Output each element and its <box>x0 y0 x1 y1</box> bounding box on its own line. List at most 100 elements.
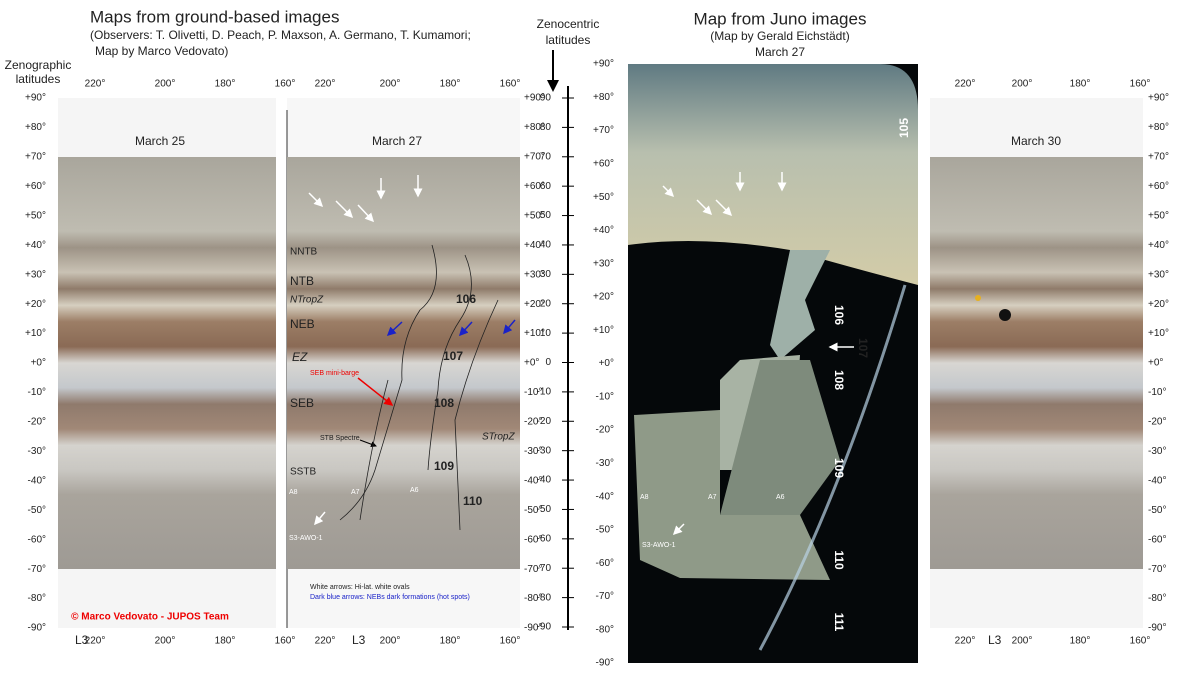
latitude-label: +10° <box>1148 328 1169 339</box>
legend-entry: Dark blue arrows: NEBs dark formations (… <box>310 594 470 601</box>
latitude-label: +70° <box>593 125 614 136</box>
latitude-label: -30° <box>28 446 46 457</box>
juno-strip <box>634 410 830 580</box>
latitude-label: +20° <box>593 292 614 303</box>
tick-label: 50 <box>540 210 552 221</box>
latitude-label: +30° <box>593 258 614 269</box>
latitude-label: -60° <box>28 534 46 545</box>
juno-north <box>628 64 918 285</box>
latitude-label: -50° <box>28 505 46 516</box>
tick-label: -10 <box>537 387 552 398</box>
tick-label: 30 <box>540 269 552 280</box>
date: March 30 <box>1011 134 1061 148</box>
latitude-label: -10° <box>524 387 542 398</box>
tick-label: -60 <box>537 533 552 544</box>
latitude-label: +70° <box>524 152 545 163</box>
boundary-lines <box>339 244 499 531</box>
belt-label: NEB <box>290 317 315 331</box>
tick-label: -30 <box>537 445 552 456</box>
latitude-label: +20° <box>25 299 46 310</box>
latitude-label: +10° <box>593 325 614 336</box>
latitude-label: -90° <box>28 623 46 634</box>
latitude-label: -70° <box>524 564 542 575</box>
map-march-25 <box>58 157 276 569</box>
tick-label: 0 <box>545 357 551 368</box>
tick-label: 20 <box>540 298 552 309</box>
latitude-label: -60° <box>1148 534 1166 545</box>
longitude-label: 200° <box>155 79 176 90</box>
title: Map from Juno images <box>694 9 867 28</box>
longitude-label: 160° <box>1130 636 1151 647</box>
tick-label: -50 <box>537 504 552 515</box>
latitude-label: -10° <box>596 391 614 402</box>
latitude-label: +90° <box>1148 93 1169 104</box>
longitude-system: L3 <box>75 633 89 647</box>
latitude-label: -40° <box>1148 475 1166 486</box>
latitude-label: -20° <box>1148 417 1166 428</box>
latitude-label: +40° <box>524 240 545 251</box>
latitude-label: -90° <box>524 623 542 634</box>
latitude-label: +20° <box>524 299 545 310</box>
longitude-system: L3 <box>988 633 1002 647</box>
juno-strip <box>720 360 840 515</box>
feature-label: S3-AWO-1 <box>642 542 676 549</box>
latitude-label: +90° <box>25 93 46 104</box>
tick-label: -20 <box>537 416 552 427</box>
latitude-label: -60° <box>596 558 614 569</box>
juno-strip <box>770 250 830 360</box>
latitude-label: +10° <box>524 328 545 339</box>
tick-label: 40 <box>540 240 552 251</box>
latitude-label: +50° <box>593 192 614 203</box>
axis-label: latitudes <box>546 33 591 47</box>
latitude-label: +0° <box>599 358 614 369</box>
longitude-label: 220° <box>85 79 106 90</box>
latitude-label: -50° <box>596 525 614 536</box>
latitude-label: +30° <box>524 269 545 280</box>
latitude-label: -30° <box>1148 446 1166 457</box>
longitude-label: 220° <box>955 79 976 90</box>
longitude-label: 180° <box>440 79 461 90</box>
latitude-label: +0° <box>1148 358 1163 369</box>
axis-label: latitudes <box>16 72 61 86</box>
longitude-label: 200° <box>380 79 401 90</box>
longitude-label: 220° <box>85 636 106 647</box>
latitude-label: -60° <box>524 534 542 545</box>
latitude-label: -40° <box>28 475 46 486</box>
moon-shadow <box>999 309 1011 321</box>
title: Maps from ground-based images <box>90 7 339 26</box>
feature-label: SEB mini-barge <box>310 370 359 377</box>
tick-label: 80 <box>540 122 552 133</box>
longitude-system: L3 <box>352 633 366 647</box>
map-march-27 <box>287 157 520 569</box>
longitude-label: 160° <box>275 79 296 90</box>
belt-label: STropZ <box>482 432 515 443</box>
latitude-label: +90° <box>593 59 614 70</box>
latitude-label: -30° <box>596 458 614 469</box>
longitude-label: 160° <box>275 636 296 647</box>
belt-label: NTropZ <box>290 295 324 306</box>
longitude-label: 200° <box>155 636 176 647</box>
spot-number: 106 <box>456 292 476 306</box>
latitude-label: +60° <box>524 181 545 192</box>
longitude-label: 180° <box>215 636 236 647</box>
latitude-label: +0° <box>524 358 539 369</box>
spot-number: 107 <box>443 349 463 363</box>
date: March 25 <box>135 134 185 148</box>
tick-label: -40 <box>537 475 552 486</box>
feature-label: A8 <box>289 489 298 496</box>
longitude-label: 160° <box>500 79 521 90</box>
latitude-label: +60° <box>1148 181 1169 192</box>
feature-label: A8 <box>640 494 649 501</box>
belt-label: SEB <box>290 396 314 410</box>
longitude-label: 200° <box>1012 636 1033 647</box>
spot-number: 110 <box>463 494 483 508</box>
spot-number: 106 <box>832 305 846 325</box>
map-march-30 <box>930 157 1143 569</box>
legend-entry: White arrows: Hi-lat. white ovals <box>310 584 410 591</box>
belt-label: NTB <box>290 274 314 288</box>
longitude-label: 200° <box>380 636 401 647</box>
latitude-label: +80° <box>25 122 46 133</box>
spot-number: 108 <box>832 370 846 390</box>
latitude-label: -40° <box>596 491 614 502</box>
